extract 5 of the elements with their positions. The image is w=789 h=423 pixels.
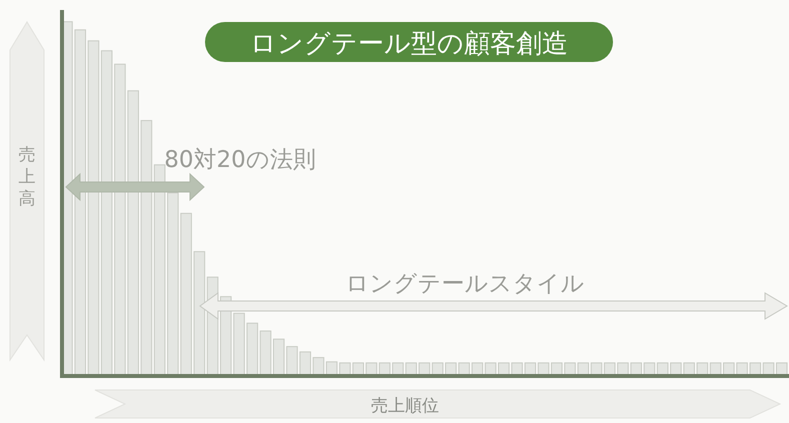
- y-axis-title: 売上高: [18, 145, 36, 209]
- chart-title: ロングテール型の顧客創造: [250, 29, 568, 59]
- x-axis-title: 売上順位: [371, 396, 439, 416]
- annotation: 80対20の法則: [164, 147, 316, 173]
- annotation: ロングテールスタイル: [346, 271, 584, 297]
